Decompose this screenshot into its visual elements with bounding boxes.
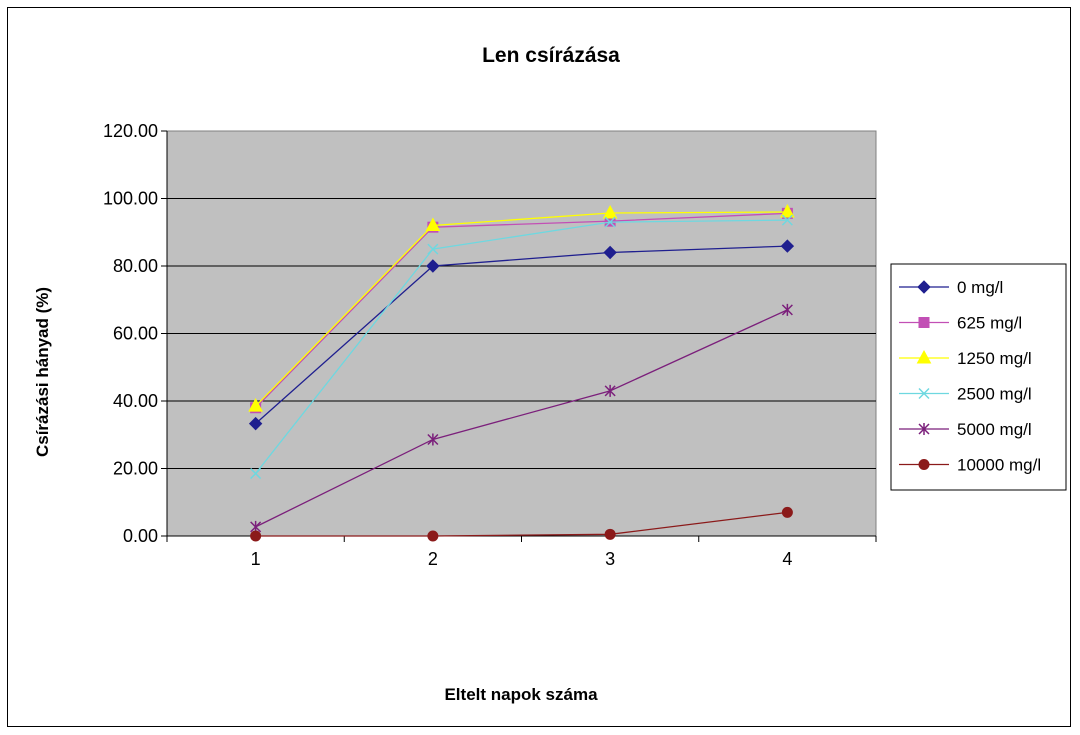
x-axis-title: Eltelt napok száma bbox=[444, 685, 598, 704]
legend-marker bbox=[918, 423, 930, 435]
data-point bbox=[250, 530, 262, 542]
gridlines bbox=[167, 198, 876, 469]
data-point bbox=[780, 239, 795, 253]
y-tick-label: 60.00 bbox=[113, 324, 158, 344]
series-4 bbox=[250, 303, 793, 533]
y-axis-title: Csírázási hányad (%) bbox=[33, 287, 52, 457]
data-point bbox=[248, 398, 263, 412]
series-line bbox=[255, 511, 788, 537]
data-point bbox=[604, 528, 616, 540]
data-point bbox=[781, 303, 793, 316]
series-3 bbox=[250, 214, 793, 480]
legend-label: 1250 mg/l bbox=[957, 349, 1032, 368]
legend-marker bbox=[918, 317, 930, 328]
series-5 bbox=[250, 506, 793, 542]
series-line bbox=[255, 309, 788, 528]
data-point bbox=[604, 384, 616, 397]
y-tick-label: 80.00 bbox=[113, 256, 158, 276]
chart-title: Len csírázása bbox=[482, 44, 620, 67]
x-tick-label: 3 bbox=[605, 549, 615, 569]
x-tick-label: 2 bbox=[428, 549, 438, 569]
data-point bbox=[603, 245, 617, 260]
data-point bbox=[781, 506, 793, 518]
data-point bbox=[602, 204, 618, 219]
data-point bbox=[425, 217, 441, 231]
legend-label: 5000 mg/l bbox=[957, 420, 1032, 439]
legend-box bbox=[890, 263, 1067, 491]
legend: 0 mg/l 625 mg/l 1250 mg/l 2500 mg/l 5000 mg/… bbox=[890, 263, 1067, 491]
legend-label: 2500 mg/l bbox=[957, 385, 1032, 404]
legend-marker bbox=[918, 387, 930, 400]
series-2 bbox=[248, 203, 795, 412]
legend-item: 5000 mg/l bbox=[899, 420, 1032, 439]
legend-label: 0 mg/l bbox=[957, 278, 1003, 297]
legend-item: 1250 mg/l bbox=[899, 349, 1032, 368]
data-point bbox=[427, 530, 439, 542]
series-0 bbox=[248, 239, 795, 431]
legend-label: 625 mg/l bbox=[957, 314, 1022, 333]
legend-item: 10000 mg/l bbox=[899, 456, 1041, 475]
legend-marker bbox=[918, 459, 930, 470]
x-tick-label: 4 bbox=[782, 549, 792, 569]
y-tick-label: 0.00 bbox=[123, 526, 158, 546]
data-point bbox=[780, 203, 795, 218]
data-point bbox=[781, 214, 793, 226]
data-point bbox=[604, 216, 616, 228]
legend-marker bbox=[917, 280, 931, 294]
legend-marker bbox=[916, 349, 932, 364]
data-point bbox=[427, 433, 439, 446]
series-line bbox=[255, 212, 788, 409]
legend-item: 0 mg/l bbox=[899, 278, 1003, 297]
series-line bbox=[255, 211, 788, 407]
legend-label: 10000 mg/l bbox=[957, 456, 1041, 475]
x-tick-label: 1 bbox=[251, 549, 261, 569]
series-line bbox=[255, 219, 788, 474]
data-point bbox=[248, 416, 263, 431]
legend-item: 625 mg/l bbox=[899, 314, 1022, 333]
y-tick-label: 120.00 bbox=[103, 121, 158, 141]
y-tick-label: 40.00 bbox=[113, 391, 158, 411]
series-line bbox=[255, 245, 788, 425]
y-tick-label: 100.00 bbox=[103, 189, 158, 209]
legend-item: 2500 mg/l bbox=[899, 385, 1032, 404]
y-tick-label: 20.00 bbox=[113, 459, 158, 479]
data-point bbox=[427, 243, 439, 255]
data-point bbox=[250, 468, 262, 480]
series-lines bbox=[248, 203, 795, 542]
data-point bbox=[426, 259, 440, 273]
